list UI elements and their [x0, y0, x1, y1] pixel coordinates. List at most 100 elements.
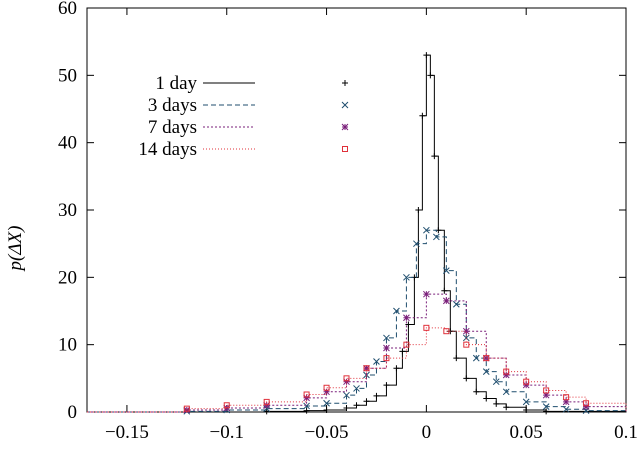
data-point — [463, 375, 470, 382]
x-tick-label: −0.1 — [210, 422, 244, 443]
x-tick-label: −0.05 — [305, 422, 349, 443]
data-point — [363, 398, 370, 405]
data-point — [383, 344, 390, 352]
data-point — [542, 403, 550, 410]
data-point — [583, 400, 590, 407]
data-point — [542, 391, 550, 399]
legend-marker-sample — [341, 123, 349, 131]
data-point — [323, 384, 330, 391]
data-point — [423, 324, 430, 331]
x-tick-label: −0.15 — [105, 422, 149, 443]
data-point — [383, 355, 390, 362]
data-point — [343, 378, 350, 386]
data-point — [323, 399, 330, 407]
y-tick-label: 50 — [58, 65, 77, 86]
data-point — [522, 381, 530, 389]
data-point — [363, 365, 370, 372]
data-point — [562, 398, 570, 406]
data-point — [353, 402, 360, 409]
y-tick-label: 30 — [58, 200, 77, 221]
data-point — [183, 405, 190, 412]
data-point — [432, 233, 440, 241]
data-point — [419, 112, 426, 119]
data-point — [343, 391, 350, 399]
data-point — [562, 405, 570, 413]
data-point — [582, 403, 590, 410]
data-point — [393, 365, 400, 372]
data-point — [523, 406, 530, 413]
y-tick-label: 40 — [58, 133, 77, 154]
data-point — [423, 226, 430, 234]
x-tick-label: 0 — [422, 422, 432, 443]
data-point — [442, 267, 450, 274]
data-point — [373, 358, 380, 365]
y-axis-label: p(ΔX) — [5, 226, 26, 273]
y-tick-label: 10 — [58, 335, 77, 356]
data-point — [383, 334, 390, 342]
data-point — [323, 388, 330, 396]
data-point — [323, 406, 330, 413]
legend-label: 7 days — [148, 117, 197, 138]
data-point — [492, 378, 500, 386]
data-point — [462, 334, 470, 342]
data-point — [431, 153, 438, 160]
series-line-3 — [87, 327, 627, 413]
plot-area: −0.15 −0.1 −0.05 0 0.05 0.1 0 10 20 30 40 50 60 1 day… — [58, 0, 638, 443]
data-point — [403, 273, 410, 281]
data-point — [303, 391, 310, 398]
legend-label: 1 day — [155, 73, 197, 94]
plot-frame — [86, 7, 627, 413]
y-tick-label: 0 — [68, 402, 78, 423]
data-point — [483, 355, 490, 362]
data-point — [483, 395, 490, 402]
y-tick-label: 60 — [58, 0, 77, 19]
data-point — [522, 398, 530, 406]
x-tick-label: 0.1 — [614, 422, 638, 443]
data-point — [403, 314, 410, 322]
data-point — [427, 72, 434, 79]
legend-label: 14 days — [138, 139, 197, 160]
series-line-2 — [87, 293, 627, 413]
data-point — [413, 240, 420, 248]
data-point — [502, 371, 510, 379]
data-point — [405, 321, 412, 328]
data-point — [423, 290, 430, 298]
data-point — [383, 382, 390, 389]
data-point — [482, 368, 490, 375]
data-point — [343, 375, 350, 382]
data-point — [303, 394, 310, 402]
data-point — [493, 400, 500, 407]
x-tick-label: 0.05 — [510, 422, 543, 443]
legend-marker-sample — [341, 101, 349, 109]
data-point — [443, 328, 450, 335]
data-point — [363, 364, 370, 372]
data-point — [393, 307, 400, 315]
data-point — [373, 392, 380, 399]
data-point — [223, 402, 230, 409]
data-point — [463, 341, 470, 348]
y-tick-label: 20 — [58, 267, 77, 288]
data-point — [452, 300, 460, 308]
data-point — [543, 408, 550, 415]
data-point — [453, 355, 460, 362]
legend-label: 3 days — [148, 95, 197, 116]
data-point — [462, 327, 470, 335]
data-point — [303, 402, 310, 410]
data-point — [263, 398, 270, 405]
data-point — [415, 207, 422, 213]
series-line-1 — [87, 229, 627, 413]
data-point — [183, 406, 191, 414]
data-point — [423, 52, 430, 59]
legend-marker-sample — [342, 146, 348, 152]
legend-marker-sample — [342, 80, 348, 86]
data-point — [503, 368, 510, 375]
data-point — [343, 404, 350, 411]
data-point — [473, 388, 480, 395]
data-point — [523, 378, 530, 385]
data-point — [502, 388, 510, 396]
data-point — [442, 297, 450, 305]
data-point — [543, 387, 550, 394]
data-point — [353, 385, 360, 392]
data-point — [399, 348, 406, 355]
